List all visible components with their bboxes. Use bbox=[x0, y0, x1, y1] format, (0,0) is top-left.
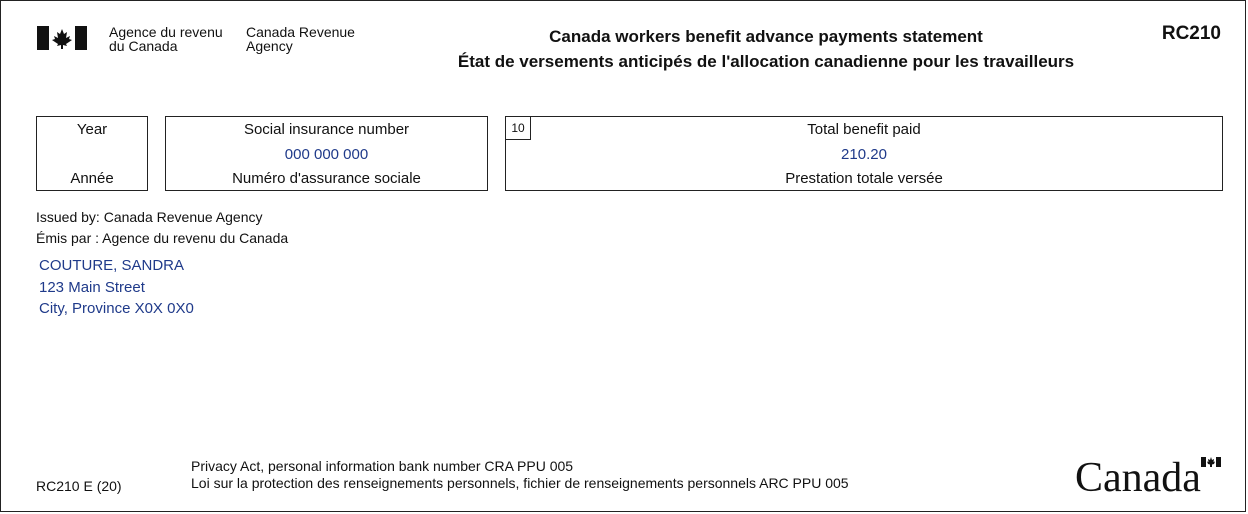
year-label-en: Year bbox=[76, 121, 108, 138]
form-title: Canada workers benefit advance payments … bbox=[381, 24, 1151, 74]
agency-name-english: Canada Revenue Agency bbox=[246, 25, 355, 53]
wordmark-flag-icon bbox=[1201, 457, 1221, 467]
canada-flag-icon bbox=[37, 26, 87, 50]
total-value[interactable]: 210.20 bbox=[841, 146, 887, 163]
privacy-notice-french: Loi sur la protection des renseignements… bbox=[191, 475, 849, 491]
recipient-city: City, Province X0X 0X0 bbox=[39, 300, 194, 317]
form-code: RC210 bbox=[1161, 23, 1221, 44]
wordmark-text: Canada bbox=[1075, 455, 1201, 495]
sin-value[interactable]: 000 000 000 bbox=[284, 146, 369, 163]
year-label-fr: Année bbox=[70, 170, 114, 187]
privacy-notice-english: Privacy Act, personal information bank n… bbox=[191, 458, 574, 474]
sin-label-en: Social insurance number bbox=[243, 121, 410, 138]
year-box[interactable]: Year Année bbox=[36, 116, 148, 191]
agency-name-french: Agence du revenu du Canada bbox=[109, 25, 223, 53]
agency-en-line2: Agency bbox=[246, 38, 293, 54]
sin-label-fr: Numéro d'assurance sociale bbox=[232, 170, 421, 187]
agency-fr-line1: Agence du revenu bbox=[109, 24, 223, 40]
sin-box[interactable]: Social insurance number 000 000 000 Numé… bbox=[165, 116, 488, 191]
box-number: 10 bbox=[505, 116, 531, 140]
title-french: État de versements anticipés de l'alloca… bbox=[457, 52, 1075, 71]
form-identifier: RC210 E (20) bbox=[36, 478, 122, 494]
title-english: Canada workers benefit advance payments … bbox=[549, 27, 983, 46]
canada-wordmark-logo: Canada bbox=[1075, 455, 1221, 495]
issued-by-french: Émis par : Agence du revenu du Canada bbox=[36, 230, 289, 246]
agency-en-line1: Canada Revenue bbox=[246, 24, 355, 40]
agency-fr-line2: du Canada bbox=[109, 38, 178, 54]
total-benefit-box[interactable]: 10 Total benefit paid 210.20 Prestation … bbox=[505, 116, 1223, 191]
recipient-street: 123 Main Street bbox=[39, 279, 145, 296]
total-label-fr: Prestation totale versée bbox=[785, 170, 943, 187]
issued-by-english: Issued by: Canada Revenue Agency bbox=[36, 209, 263, 225]
recipient-name: COUTURE, SANDRA bbox=[39, 257, 185, 274]
total-label-en: Total benefit paid bbox=[807, 121, 921, 138]
